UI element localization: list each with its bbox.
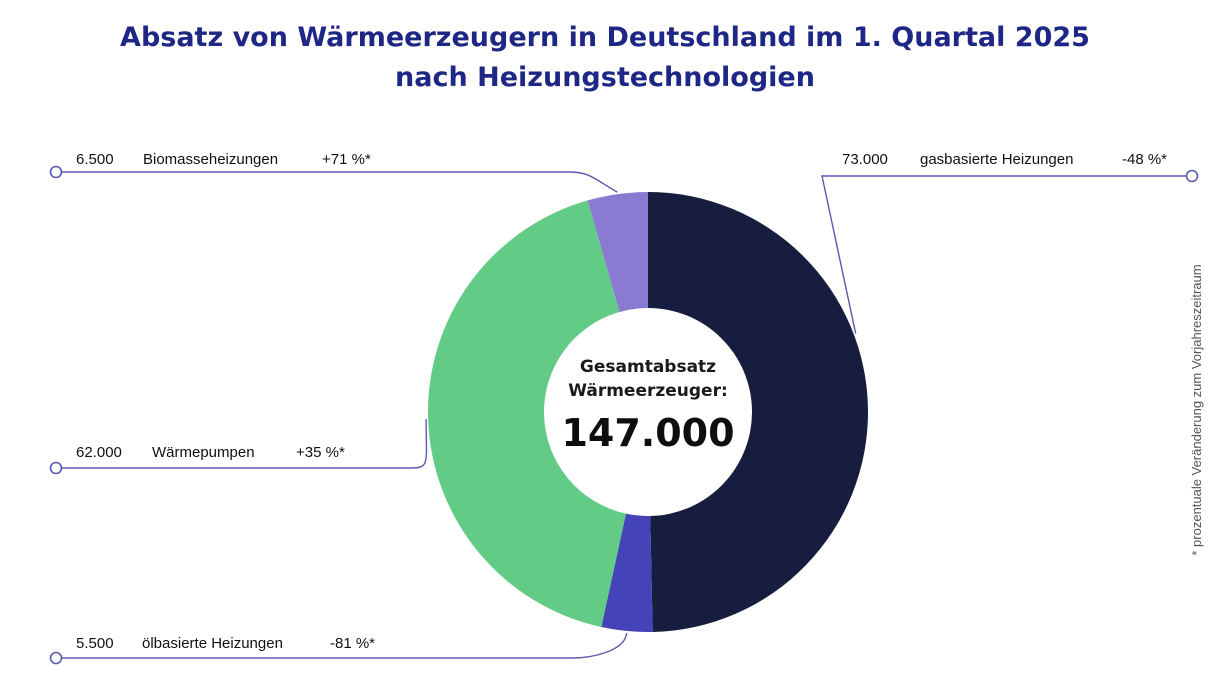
connector-oil	[58, 632, 628, 659]
donut-hole	[545, 309, 751, 515]
label-biomass-name: Biomasseheizungen	[143, 151, 278, 168]
connector-biomass	[58, 171, 618, 193]
connector-gas	[821, 175, 1190, 334]
connector-oil-dot	[49, 651, 63, 665]
label-oil-name: ölbasierte Heizungen	[142, 635, 283, 652]
center-caption-line-1: Gesamtabsatz	[580, 357, 716, 377]
slice-gasbasierte-heizungen	[648, 192, 868, 632]
label-gas-value: 73.000	[842, 151, 888, 168]
label-biomass-change: +71 %*	[322, 151, 371, 168]
label-heatpump-value: 62.000	[76, 444, 122, 461]
label-oil-change: -81 %*	[330, 635, 375, 652]
label-connectors	[49, 165, 1199, 665]
slice-ölbasierte-heizungen	[601, 513, 653, 632]
footnote: * prozentuale Veränderung zum Vorjahresz…	[1189, 264, 1204, 555]
chart-title-line-1: Absatz von Wärmeerzeugern in Deutschland…	[120, 22, 1090, 53]
connector-heatpump-dot	[49, 461, 63, 475]
donut-slices	[427, 192, 868, 632]
connector-heatpump	[58, 419, 428, 469]
slice-biomasseheizungen	[587, 192, 648, 312]
center-total-value: 147.000	[561, 411, 734, 455]
chart-title: Absatz von Wärmeerzeugern in Deutschland…	[0, 18, 1210, 98]
connector-biomass-dot	[49, 165, 63, 179]
label-heatpump-name: Wärmepumpen	[152, 444, 255, 461]
slice-wärmepumpen	[427, 200, 626, 627]
center-caption-line-2: Wärmeerzeuger:	[568, 381, 728, 401]
label-gas-change: -48 %*	[1122, 151, 1167, 168]
connector-gas-dot	[1185, 169, 1199, 183]
label-biomass-value: 6.500	[76, 151, 114, 168]
chart-title-line-2: nach Heizungstechnologien	[395, 62, 815, 93]
label-gas-name: gasbasierte Heizungen	[920, 151, 1073, 168]
label-oil-value: 5.500	[76, 635, 114, 652]
label-heatpump-change: +35 %*	[296, 444, 345, 461]
